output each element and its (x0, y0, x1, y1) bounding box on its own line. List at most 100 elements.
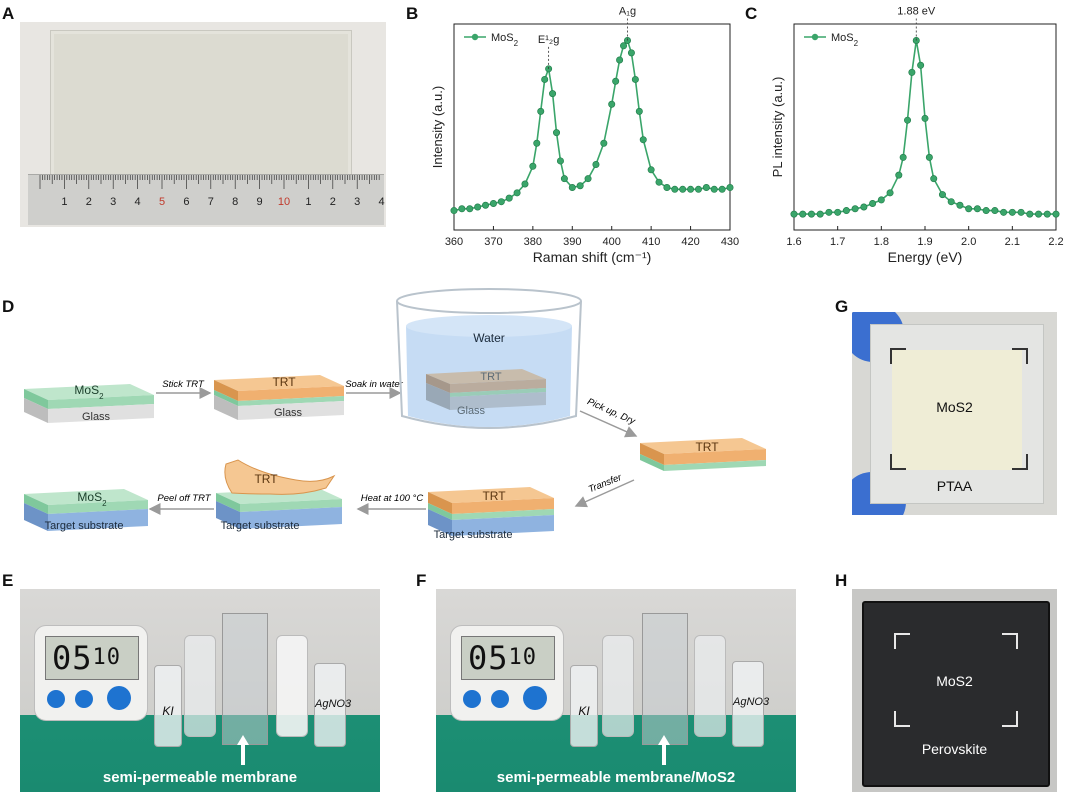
vial-agno3: AgNO3 (732, 661, 769, 747)
timer-button (463, 690, 481, 708)
data-point (513, 189, 521, 197)
data-point (556, 157, 564, 165)
data-point (631, 75, 639, 83)
mos2-film (892, 350, 1022, 470)
raman-chart: 360 370 380 390 400 410 420 430 Raman shift (cm⁻… (430, 5, 1064, 265)
data-point (1000, 208, 1008, 216)
membrane-caption: semi-permeable membrane (102, 769, 298, 786)
data-point (904, 116, 912, 124)
corner-mark (890, 454, 906, 470)
data-point (710, 185, 718, 193)
data-point (921, 114, 929, 122)
data-point (917, 61, 925, 69)
block1-glass-label: Glass (82, 411, 111, 423)
step-pick-label: Pick up, Dry (585, 396, 637, 427)
data-point (938, 191, 946, 199)
data-point (529, 162, 537, 170)
x-tick-label: 420 (681, 236, 699, 248)
step-heat-label: Heat at 100 °C (361, 493, 424, 504)
ruler-digit: 3 (110, 196, 116, 208)
block-peel-target (216, 459, 342, 529)
vial-agno3-label: AgNO3 (315, 698, 352, 710)
data-point (620, 42, 628, 50)
x-tick-label: 1.6 (786, 236, 801, 248)
data-point (1035, 210, 1043, 218)
data-point (600, 139, 608, 147)
data-point (635, 107, 643, 115)
data-point (671, 185, 679, 193)
ptaa-mos2-photo: MoS2 PTAA (852, 312, 1057, 515)
data-point (991, 207, 999, 215)
block-mos2-target (24, 489, 148, 531)
ruler: 1 2 3 4 5 6 7 8 9 10 1 2 3 4 (28, 174, 385, 225)
data-point (930, 175, 938, 183)
ruler-digit: 9 (257, 196, 263, 208)
data-point (726, 184, 734, 192)
peak-annotation: A₁g (619, 5, 636, 17)
corner-mark (1012, 348, 1028, 364)
legend-marker (811, 33, 819, 41)
block4-trt-label: TRT (482, 489, 506, 503)
half-cell-left (602, 635, 634, 737)
timer-seconds: 10 (92, 645, 122, 670)
water-label: Water (473, 331, 505, 345)
data-point (545, 65, 553, 73)
panel-label-c: C (745, 4, 758, 23)
data-point (608, 100, 616, 108)
data-point (869, 199, 877, 207)
panel-label-f: F (416, 571, 427, 590)
data-point (466, 205, 474, 213)
x-axis-label: Raman shift (cm⁻¹) (533, 249, 652, 265)
x-tick-label: 360 (445, 236, 463, 248)
x-tick-label: 2.0 (961, 236, 976, 248)
timer-start-button (107, 686, 131, 710)
data-point (860, 203, 868, 211)
legend-label: MoS2 (831, 32, 859, 48)
data-point (899, 153, 907, 161)
perovskite-label: Perovskite (921, 741, 988, 757)
data-point (458, 205, 466, 213)
ruler-digit: 8 (232, 196, 238, 208)
block-trt-target (428, 487, 554, 536)
ruler-digit: 10 (278, 196, 290, 208)
timer-minutes: 05 (52, 639, 93, 677)
y-axis-label: PL intensity (a.u.) (770, 77, 785, 178)
data-point (799, 210, 807, 218)
x-tick-label: 2.1 (1005, 236, 1020, 248)
glass-substrate-photo: 1 2 3 4 5 6 7 8 9 10 1 2 3 4 (20, 22, 386, 227)
data-point (521, 180, 529, 188)
ruler-digit: 3 (354, 196, 360, 208)
block1-mos2-label: MoS2 (74, 383, 104, 401)
peak-annotation: 1.88 eV (897, 5, 936, 17)
data-point (807, 210, 815, 218)
peak-annotation: E¹₂g (538, 34, 559, 46)
transfer-schematic: MoS2 Glass Stick TRT TRT Glass Soak in w… (24, 288, 766, 541)
block-mos2-glass (24, 384, 154, 423)
ptaa-label: PTAA (936, 478, 973, 494)
data-point (655, 178, 663, 186)
data-point (687, 185, 695, 193)
step-transfer-label: Transfer (587, 472, 624, 495)
block3-trt-label: TRT (695, 440, 719, 454)
water-trt-label: TRT (480, 371, 501, 383)
x-tick-label: 380 (524, 236, 542, 248)
half-cell-right (276, 635, 308, 737)
vial-agno3: AgNO3 (314, 663, 352, 747)
data-point (956, 201, 964, 209)
corner-mark (894, 711, 910, 727)
membrane-mos2-caption: semi-permeable membrane/MoS2 (496, 769, 736, 786)
membrane-mos2-photo: 0510 KI AgNO3 semi-permeable membrane/Mo… (436, 589, 796, 792)
block-trt-mos2 (640, 438, 766, 471)
x-tick-label: 1.8 (874, 236, 889, 248)
data-point (576, 182, 584, 190)
data-point (702, 184, 710, 192)
digital-timer: 0510 (34, 625, 148, 721)
ruler-digit: 7 (208, 196, 214, 208)
x-tick-label: 430 (721, 236, 739, 248)
timer-button (75, 690, 93, 708)
data-point (842, 207, 850, 215)
data-point (877, 196, 885, 204)
x-tick-label: 1.9 (917, 236, 932, 248)
data-point (612, 77, 620, 85)
corner-mark (890, 348, 906, 364)
